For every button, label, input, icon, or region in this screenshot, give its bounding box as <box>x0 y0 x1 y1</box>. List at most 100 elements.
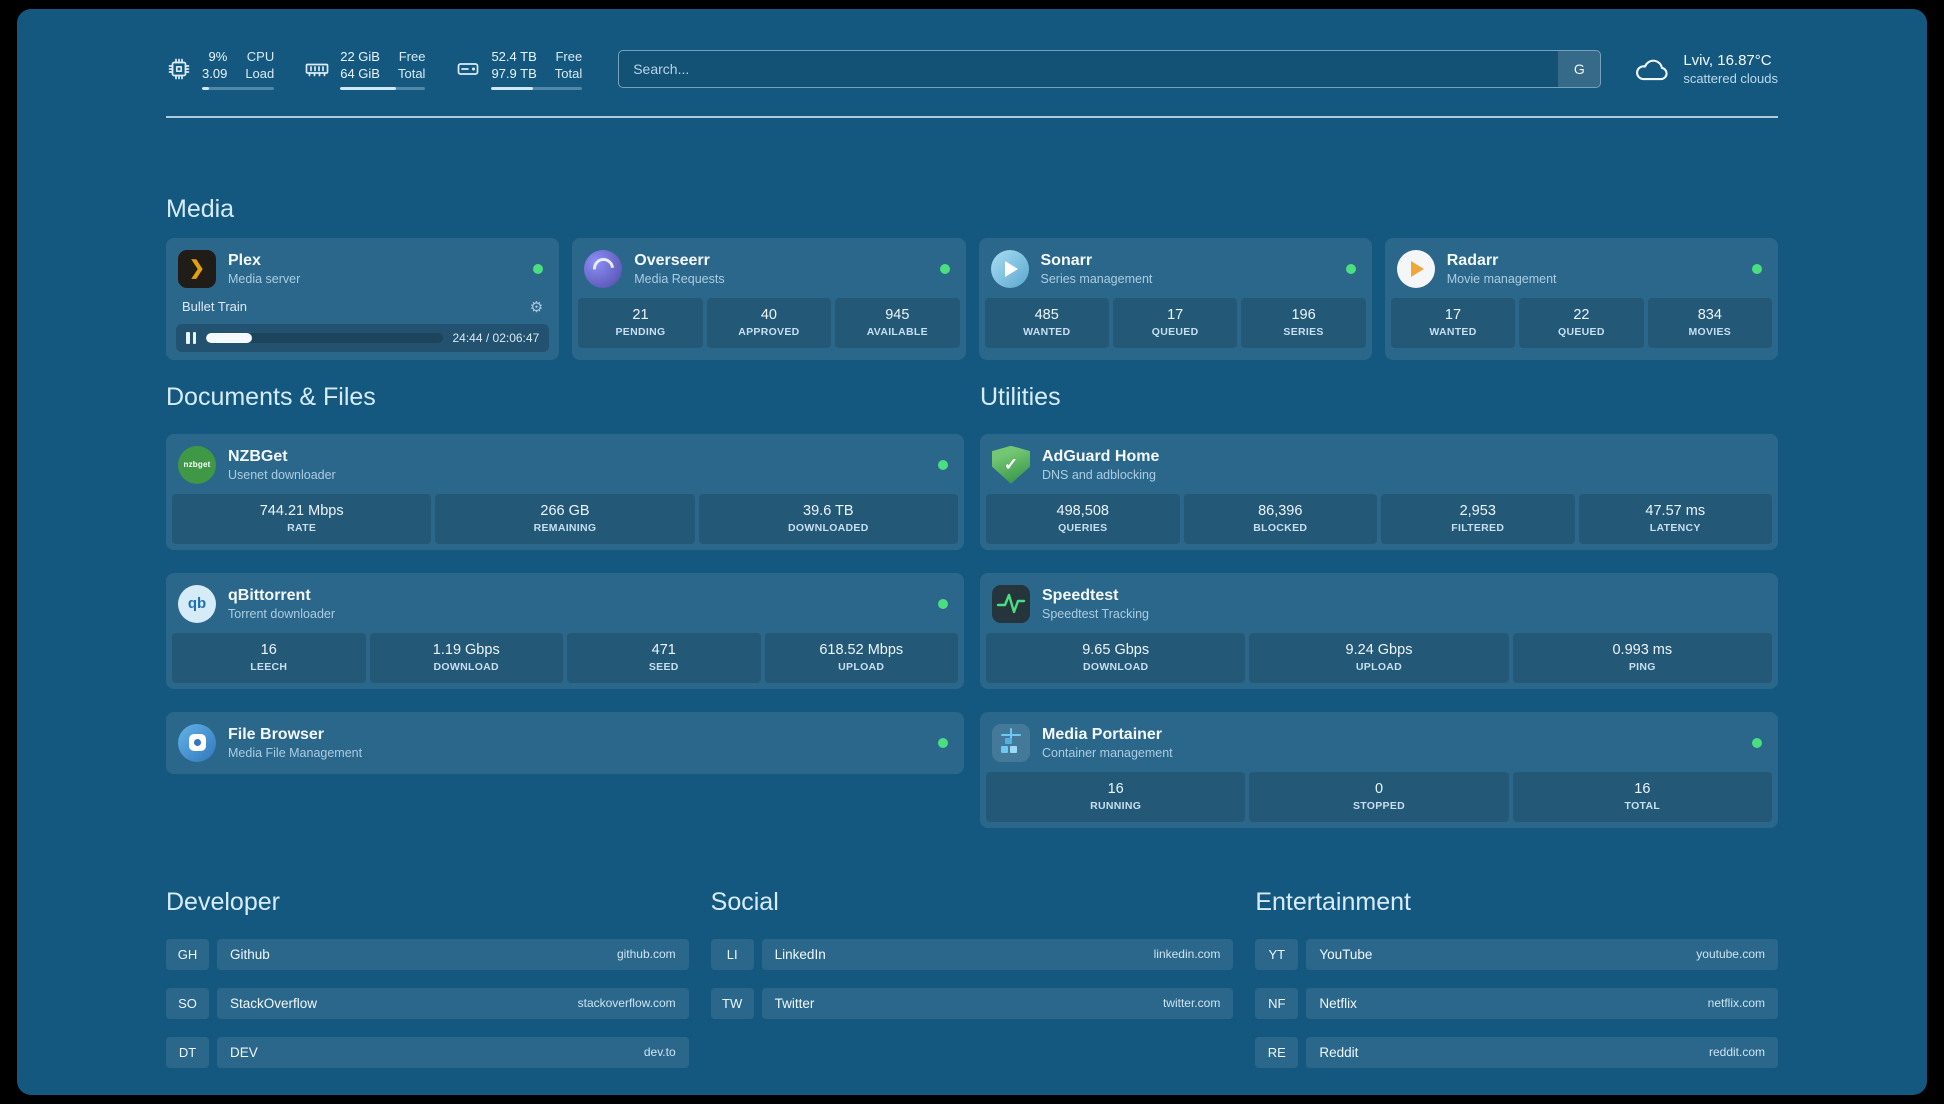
status-dot <box>939 263 950 274</box>
bookmarks-section: Developer GH Github github.com SO StackO… <box>166 888 1778 1086</box>
search-input[interactable] <box>619 51 1559 88</box>
dashboard-board: 9% 3.09 CPU Load <box>17 9 1927 1095</box>
cloud-icon <box>1636 60 1668 81</box>
bookmark-group-social: Social LI LinkedIn linkedin.com TW Twitt… <box>710 887 1234 1086</box>
stat-available: 945 AVAILABLE <box>835 297 960 348</box>
resource-widgets: 9% 3.09 CPU Load <box>166 49 583 90</box>
memory-progress-bar <box>340 86 426 90</box>
stat-blocked: 86,396 BLOCKED <box>1183 493 1377 544</box>
service-name: AdGuard Home <box>1042 447 1160 465</box>
bookmark-github[interactable]: GH Github github.com <box>166 938 689 970</box>
stat-movies: 834 MOVIES <box>1647 297 1773 348</box>
service-card-nzbget[interactable]: nzbget NZBGet Usenet downloader 744.21 M… <box>166 433 964 550</box>
bookmark-name: YouTube <box>1319 946 1373 962</box>
section-title-utilities: Utilities <box>980 382 1061 411</box>
filebrowser-icon <box>178 723 216 762</box>
bookmark-abbr: YT <box>1255 938 1299 970</box>
bookmark-dev[interactable]: DT DEV dev.to <box>166 1036 689 1068</box>
service-description: Series management <box>1040 271 1153 286</box>
adguard-icon: ✓ <box>992 445 1030 484</box>
stat-series: 196 SERIES <box>1241 297 1366 348</box>
status-dot <box>1752 737 1762 748</box>
gear-icon[interactable]: ⚙ <box>529 298 544 316</box>
stat-download: 9.65 Gbps DOWNLOAD <box>986 632 1246 683</box>
bookmark-url: linkedin.com <box>1153 947 1221 962</box>
pause-button[interactable] <box>186 331 196 344</box>
service-card-sonarr[interactable]: Sonarr Series management 485 WANTED 17 QUE… <box>978 237 1372 360</box>
service-card-filebrowser[interactable]: File Browser Media File Management <box>166 711 964 774</box>
documents-column: Documents & Files nzbget NZBGet Usenet d… <box>166 383 964 828</box>
cpu-widget: 9% 3.09 CPU Load <box>166 49 275 90</box>
cpu-icon <box>168 59 190 80</box>
weather-widget: Lviv, 16.87°C scattered clouds <box>1633 52 1778 86</box>
service-description: Media server <box>228 271 301 286</box>
weather-location: Lviv, 16.87°C <box>1683 52 1772 70</box>
stat-pending: 21 PENDING <box>578 297 703 348</box>
bookmark-abbr: TW <box>710 987 754 1019</box>
bookmark-abbr: LI <box>710 938 754 970</box>
service-card-overseerr[interactable]: Overseerr Media Requests 21 PENDING 40 APP… <box>572 237 966 360</box>
cpu-usage-label: CPU <box>246 49 275 64</box>
section-title-developer: Developer <box>166 887 280 916</box>
cpu-load-value: 3.09 <box>202 65 228 81</box>
service-card-plex[interactable]: ❯ Plex Media server Bullet Train ⚙ 24:44… <box>166 237 560 360</box>
disk-widget: 52.4 TB 97.9 TB Free Total <box>455 49 583 90</box>
bookmark-abbr: SO <box>166 987 209 1019</box>
service-name: Radarr <box>1446 251 1499 269</box>
stat-queries: 498,508 QUERIES <box>986 493 1180 544</box>
now-playing-title: Bullet Train <box>182 299 248 315</box>
service-card-qbittorrent[interactable]: qb qBittorrent Torrent downloader 16 LEEC… <box>166 572 964 689</box>
service-card-radarr[interactable]: Radarr Movie management 17 WANTED 22 QUEUE… <box>1384 237 1778 360</box>
bookmark-abbr: GH <box>166 938 209 970</box>
memory-total-label: Total <box>397 65 426 81</box>
disk-icon <box>458 63 479 76</box>
bookmark-netflix[interactable]: NF Netflix netflix.com <box>1255 987 1778 1019</box>
bookmark-reddit[interactable]: RE Reddit reddit.com <box>1255 1036 1778 1068</box>
media-grid: ❯ Plex Media server Bullet Train ⚙ 24:44… <box>166 237 1778 360</box>
utilities-column: Utilities ✓ AdGuard Home DNS and adblock… <box>980 383 1778 828</box>
service-description: Speedtest Tracking <box>1042 606 1150 621</box>
radarr-icon <box>1396 249 1435 288</box>
stat-filtered: 2,953 FILTERED <box>1381 493 1575 544</box>
status-dot <box>938 459 948 470</box>
bookmark-url: stackoverflow.com <box>577 996 676 1011</box>
service-description: Usenet downloader <box>228 467 336 482</box>
service-description: Media Requests <box>634 271 725 286</box>
bookmark-youtube[interactable]: YT YouTube youtube.com <box>1255 938 1778 970</box>
bookmark-linkedin[interactable]: LI LinkedIn linkedin.com <box>710 938 1234 970</box>
bookmark-name: Github <box>230 946 270 962</box>
memory-free-label: Free <box>398 49 426 64</box>
section-title-documents: Documents & Files <box>166 382 376 411</box>
cpu-usage-value: 9% <box>208 49 228 64</box>
stat-stopped: 0 STOPPED <box>1249 771 1509 822</box>
status-dot <box>1752 263 1762 274</box>
stat-download: 1.19 Gbps DOWNLOAD <box>369 632 563 683</box>
service-card-adguard[interactable]: ✓ AdGuard Home DNS and adblocking 498,50… <box>980 433 1778 550</box>
section-title-media: Media <box>166 194 235 223</box>
service-description: Media File Management <box>228 745 363 760</box>
disk-total-value: 97.9 TB <box>491 65 537 81</box>
bookmark-url: github.com <box>616 947 676 962</box>
service-card-speedtest[interactable]: Speedtest Speedtest Tracking 9.65 Gbps DO… <box>980 572 1778 689</box>
bookmark-twitter[interactable]: TW Twitter twitter.com <box>710 987 1234 1019</box>
plex-player-controls: 24:44 / 02:06:47 <box>176 323 550 352</box>
stat-wanted: 17 WANTED <box>1390 297 1516 348</box>
service-card-portainer[interactable]: Media Portainer Container management 16 R… <box>980 711 1778 828</box>
bookmark-stackoverflow[interactable]: SO StackOverflow stackoverflow.com <box>166 987 689 1019</box>
stat-running: 16 RUNNING <box>986 771 1246 822</box>
service-name: Overseerr <box>634 251 710 269</box>
playback-progress-bar[interactable] <box>206 332 443 343</box>
status-dot <box>938 598 948 609</box>
service-description: Torrent downloader <box>228 606 336 621</box>
bookmark-url: dev.to <box>643 1045 676 1060</box>
section-title-entertainment: Entertainment <box>1255 887 1411 916</box>
stat-downloaded: 39.6 TB DOWNLOADED <box>698 493 958 544</box>
section-title-social: Social <box>710 887 779 916</box>
bookmark-name: Reddit <box>1319 1044 1359 1060</box>
bookmark-name: Netflix <box>1319 995 1357 1011</box>
service-description: DNS and adblocking <box>1042 467 1156 482</box>
top-bar: 9% 3.09 CPU Load <box>166 49 1778 90</box>
search-provider-button[interactable]: G <box>1558 51 1601 88</box>
bookmark-url: reddit.com <box>1708 1045 1765 1060</box>
